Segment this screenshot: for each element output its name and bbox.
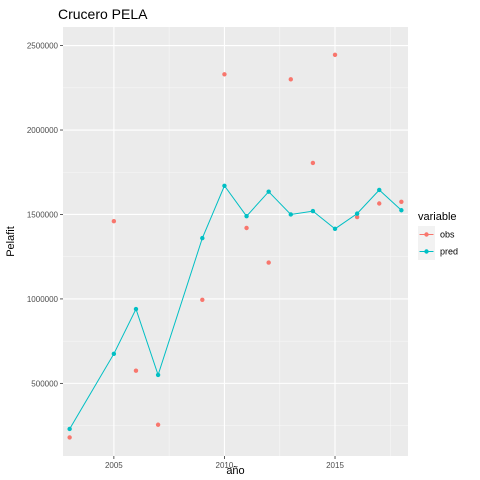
y-tick-label: 500000 (31, 379, 58, 388)
legend-items: obs pred (418, 226, 458, 260)
data-point-obs (155, 422, 161, 427)
data-point-obs (244, 225, 249, 231)
data-point-pred (399, 208, 404, 213)
data-point-pred (133, 306, 139, 312)
data-point-obs (133, 368, 139, 373)
data-point-pred (310, 208, 316, 214)
data-point-obs (310, 160, 316, 166)
y-axis-title: Pelafit (5, 226, 17, 257)
data-point-pred (332, 226, 338, 232)
data-point-obs (288, 77, 293, 82)
legend-title: variable (418, 211, 457, 223)
grid-major (63, 27, 408, 456)
legend-key-point-pred (424, 249, 429, 254)
data-point-pred (111, 351, 117, 357)
legend-label-obs: obs (440, 230, 455, 240)
data-point-pred (244, 213, 249, 219)
data-point-pred (200, 235, 205, 241)
data-point-obs (399, 199, 404, 205)
x-axis-title: año (226, 465, 244, 477)
series-line-pred (69, 184, 402, 430)
data-point-pred (354, 211, 360, 216)
legend-label-pred: pred (440, 247, 458, 257)
data-point-obs (354, 214, 360, 220)
data-point-obs (111, 219, 117, 224)
data-point-pred (288, 212, 293, 217)
data-point-obs (332, 52, 338, 58)
y-tick-label: 2500000 (27, 42, 59, 51)
data-point-obs (200, 297, 205, 302)
y-tick-label: 1000000 (27, 295, 59, 304)
chart-title: Crucero PELA (58, 6, 148, 22)
legend-key-point-obs (424, 232, 429, 237)
data-point-pred (155, 372, 161, 378)
data-point-obs (222, 72, 227, 77)
y-tick-label: 2000000 (27, 126, 59, 135)
x-tick-label: 2010 (216, 461, 234, 470)
series-layer (67, 52, 404, 440)
x-axis: 2005 2010 2015 (105, 456, 344, 470)
y-axis: 500000 1000000 1500000 2000000 2500000 (27, 42, 63, 388)
data-point-pred (266, 189, 271, 194)
data-point-pred (377, 187, 382, 193)
x-tick-label: 2005 (105, 461, 123, 470)
data-point-obs (67, 435, 72, 440)
data-point-obs (266, 260, 271, 265)
data-point-pred (222, 183, 227, 188)
legend: variable obs pred (418, 211, 458, 260)
x-tick-label: 2015 (326, 461, 344, 470)
y-tick-label: 1500000 (27, 210, 59, 219)
data-point-obs (377, 201, 382, 206)
plot-panel (63, 27, 408, 456)
data-point-pred (67, 426, 72, 432)
